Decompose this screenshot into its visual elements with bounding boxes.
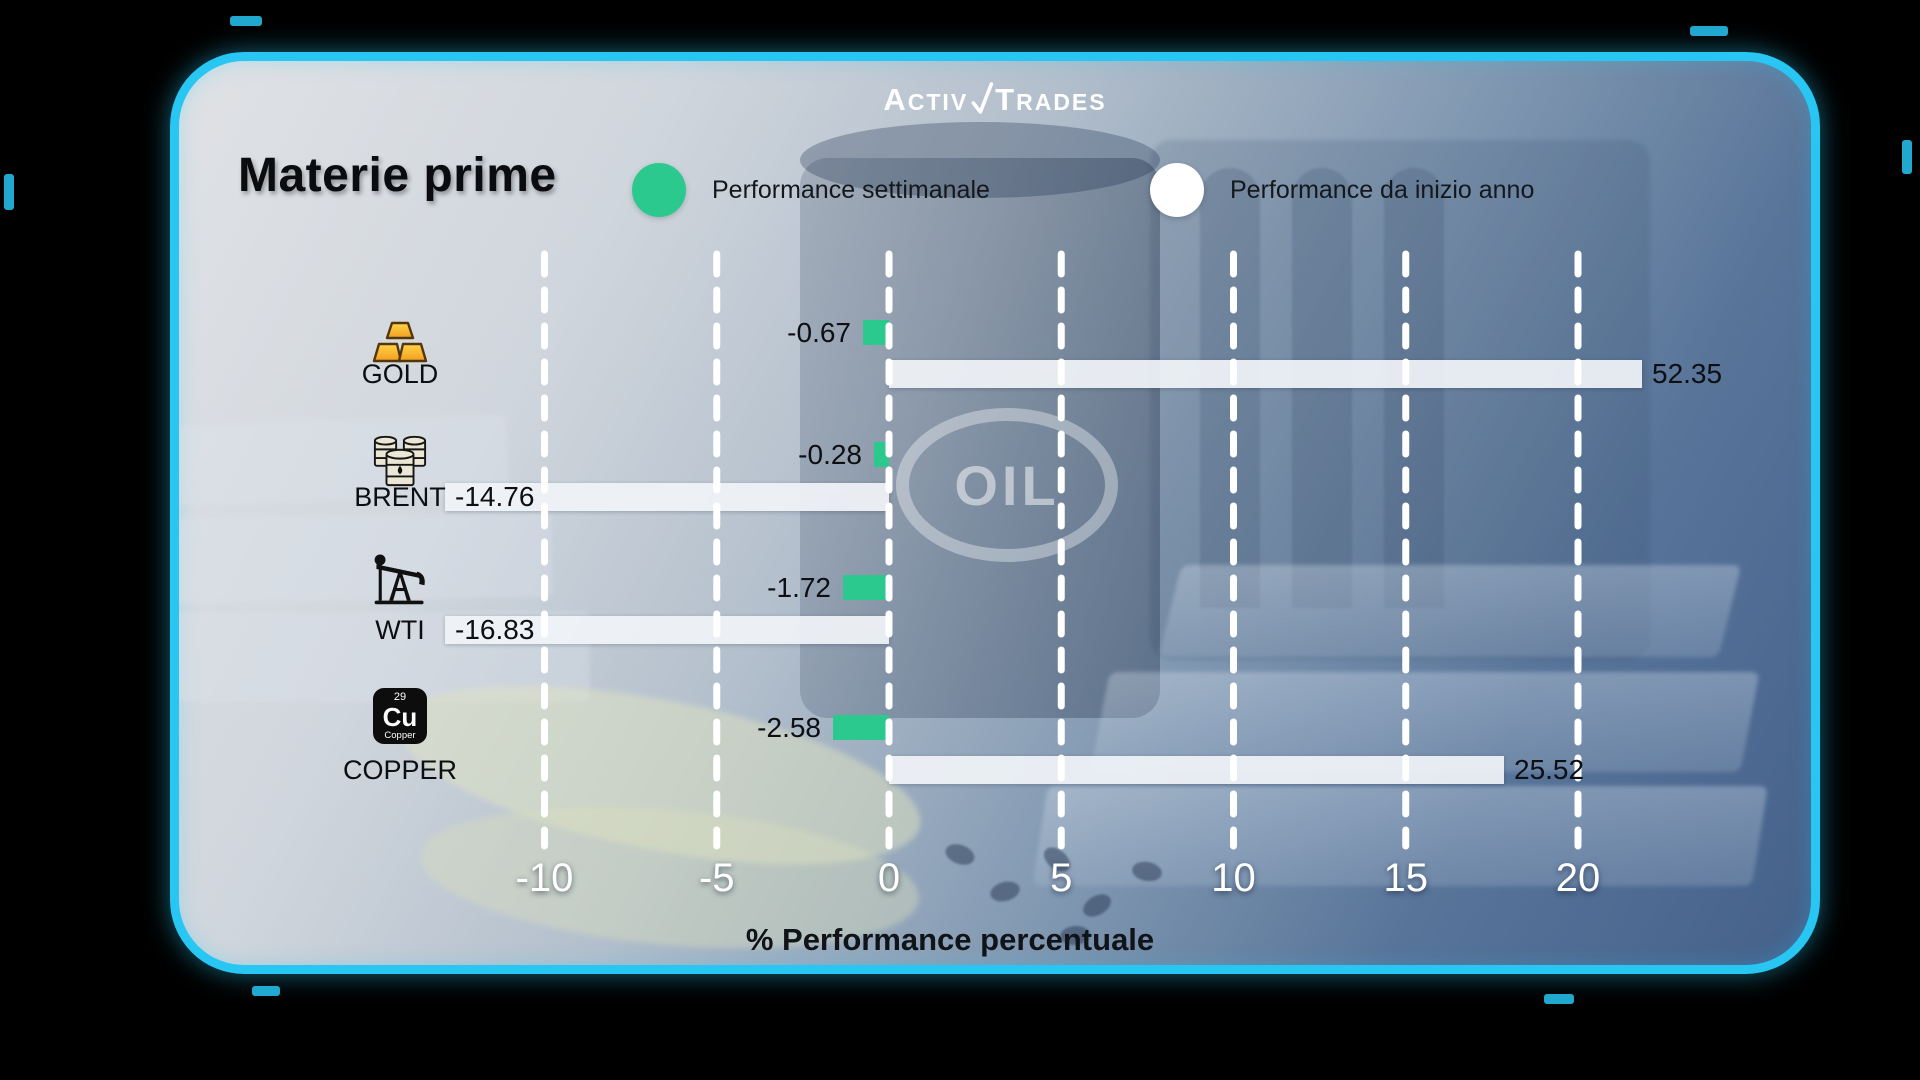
x-tick-label: 15 bbox=[1383, 856, 1429, 900]
background-silver-bar bbox=[179, 511, 553, 604]
oil-barrel-icon bbox=[371, 430, 429, 490]
ytd-bar bbox=[889, 756, 1504, 784]
weekly-bar bbox=[874, 442, 889, 467]
commodity-label: BRENT bbox=[354, 482, 446, 512]
brand-logo-activ: ACTIV bbox=[883, 82, 969, 117]
check-icon bbox=[971, 82, 993, 114]
commodity-label: COPPER bbox=[342, 755, 458, 785]
commodity-label: GOLD bbox=[361, 359, 439, 389]
oil-emblem-text: OIL bbox=[954, 453, 1060, 517]
ytd-bar bbox=[445, 483, 889, 511]
weekly-legend-dot-icon bbox=[632, 163, 686, 217]
background-silver-ingot bbox=[1158, 565, 1742, 657]
x-tick-label: 10 bbox=[1211, 856, 1256, 900]
x-tick-label: -10 bbox=[515, 856, 574, 900]
x-axis-label: % Performance percentuale bbox=[745, 922, 1155, 957]
x-tick-label: -5 bbox=[698, 856, 735, 900]
weekly-value-label: -0.28 bbox=[798, 439, 862, 470]
weekly-bar bbox=[843, 575, 889, 600]
ytd-value-label: 25.52 bbox=[1514, 754, 1585, 785]
legend-label-weekly: Performance settimanale bbox=[712, 176, 990, 204]
copper-element-icon: 29 Cu Copper bbox=[371, 686, 429, 746]
background-pipe bbox=[1384, 168, 1444, 608]
glitch-artifact bbox=[1902, 140, 1912, 174]
glitch-artifact bbox=[1690, 26, 1728, 36]
brand-logo: ACTIV TRADES bbox=[883, 82, 1106, 115]
gold-bars-icon bbox=[371, 312, 429, 372]
oil-pump-icon bbox=[371, 548, 429, 608]
weekly-bar bbox=[863, 320, 889, 345]
ytd-value-label: -16.83 bbox=[455, 614, 535, 645]
ytd-value-label: 52.35 bbox=[1652, 358, 1723, 389]
legend-label-ytd: Performance da inizio anno bbox=[1230, 176, 1535, 204]
commodity-label: WTI bbox=[375, 615, 425, 645]
page-title: Materie prime bbox=[238, 149, 557, 202]
background-coffee-bean bbox=[1130, 859, 1164, 884]
weekly-bar bbox=[833, 715, 889, 740]
weekly-value-label: -2.58 bbox=[757, 712, 821, 743]
brand-logo-trades: TRADES bbox=[995, 82, 1107, 117]
chart-stage: OIL ACTIV TRADES Materie prime Performan… bbox=[179, 61, 1811, 965]
x-tick-label: 5 bbox=[1050, 856, 1073, 900]
ytd-value-label: -14.76 bbox=[455, 481, 535, 512]
x-tick-label: 0 bbox=[877, 856, 901, 900]
ytd-bar bbox=[445, 616, 889, 644]
ytd-bar bbox=[889, 360, 1642, 388]
glitch-artifact bbox=[1544, 994, 1574, 1004]
background-oil-emblem: OIL bbox=[896, 408, 1118, 562]
x-tick-label: 20 bbox=[1555, 856, 1601, 900]
weekly-value-label: -0.67 bbox=[787, 317, 851, 348]
background-copper-pipes bbox=[1150, 140, 1650, 660]
infographic-card: OIL ACTIV TRADES Materie prime Performan… bbox=[170, 52, 1820, 974]
glitch-artifact bbox=[252, 986, 280, 996]
weekly-value-label: -1.72 bbox=[767, 572, 831, 603]
background-pipe bbox=[1200, 168, 1260, 608]
background-pipe bbox=[1292, 168, 1352, 608]
glitch-artifact bbox=[230, 16, 262, 26]
glitch-artifact bbox=[4, 174, 14, 210]
ytd-legend-dot-icon bbox=[1150, 163, 1204, 217]
